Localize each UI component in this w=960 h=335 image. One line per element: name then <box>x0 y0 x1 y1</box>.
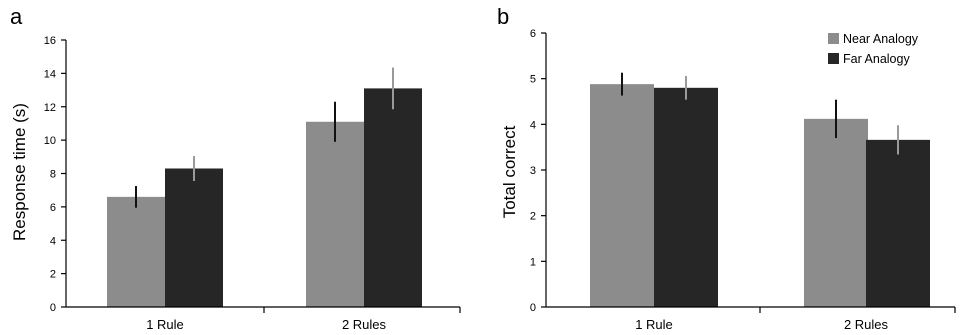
y-tick-label: 8 <box>50 169 56 181</box>
y-tick-label: 4 <box>50 235 56 247</box>
y-tick-label: 0 <box>50 302 56 314</box>
chart-panel-a: a Response time (s) 0 2 4 6 8 10 12 14 16 1 Rule 2… <box>10 4 461 332</box>
bar-near-analogy-0 <box>590 84 654 307</box>
panel-label-b: b <box>497 4 509 29</box>
x-category-label: 1 Rule <box>146 317 184 332</box>
chart-panel-b: b Total correct 0 1 2 3 4 5 6 1 Rule 2 Rules Near… <box>497 4 956 332</box>
y-tick-label: 0 <box>530 302 536 314</box>
y-tick-label: 6 <box>530 28 536 40</box>
bar-series-1-0 <box>165 168 223 307</box>
legend-label: Far Analogy <box>843 52 910 66</box>
y-axis-label-b: Total correct <box>500 125 519 218</box>
bar-near-analogy-1 <box>804 118 868 307</box>
y-tick-label: 4 <box>530 119 536 131</box>
y-tick-label: 14 <box>44 68 56 80</box>
y-tick-label: 5 <box>530 74 536 86</box>
y-tick-label: 2 <box>50 269 56 281</box>
y-tick-label: 6 <box>50 202 56 214</box>
y-tick-label: 10 <box>44 135 56 147</box>
y-tick-label: 12 <box>44 102 56 114</box>
y-tick-label: 3 <box>530 165 536 177</box>
x-category-label: 1 Rule <box>635 317 673 332</box>
legend-label: Near Analogy <box>843 32 919 46</box>
x-category-label: 2 Rules <box>342 317 387 332</box>
legend-swatch <box>828 33 839 44</box>
y-tick-label: 2 <box>530 211 536 223</box>
bar-series-0-1 <box>306 121 364 307</box>
y-tick-label: 16 <box>44 35 56 47</box>
bar-far-analogy-0 <box>654 87 718 307</box>
y-axis-label-a: Response time (s) <box>10 103 29 241</box>
x-category-label: 2 Rules <box>844 317 889 332</box>
panel-label-a: a <box>10 4 23 29</box>
y-tick-label: 1 <box>530 256 536 268</box>
bar-far-analogy-1 <box>866 139 930 307</box>
legend-swatch <box>828 53 839 64</box>
bar-series-0-0 <box>107 196 165 307</box>
bar-series-1-1 <box>364 88 422 307</box>
